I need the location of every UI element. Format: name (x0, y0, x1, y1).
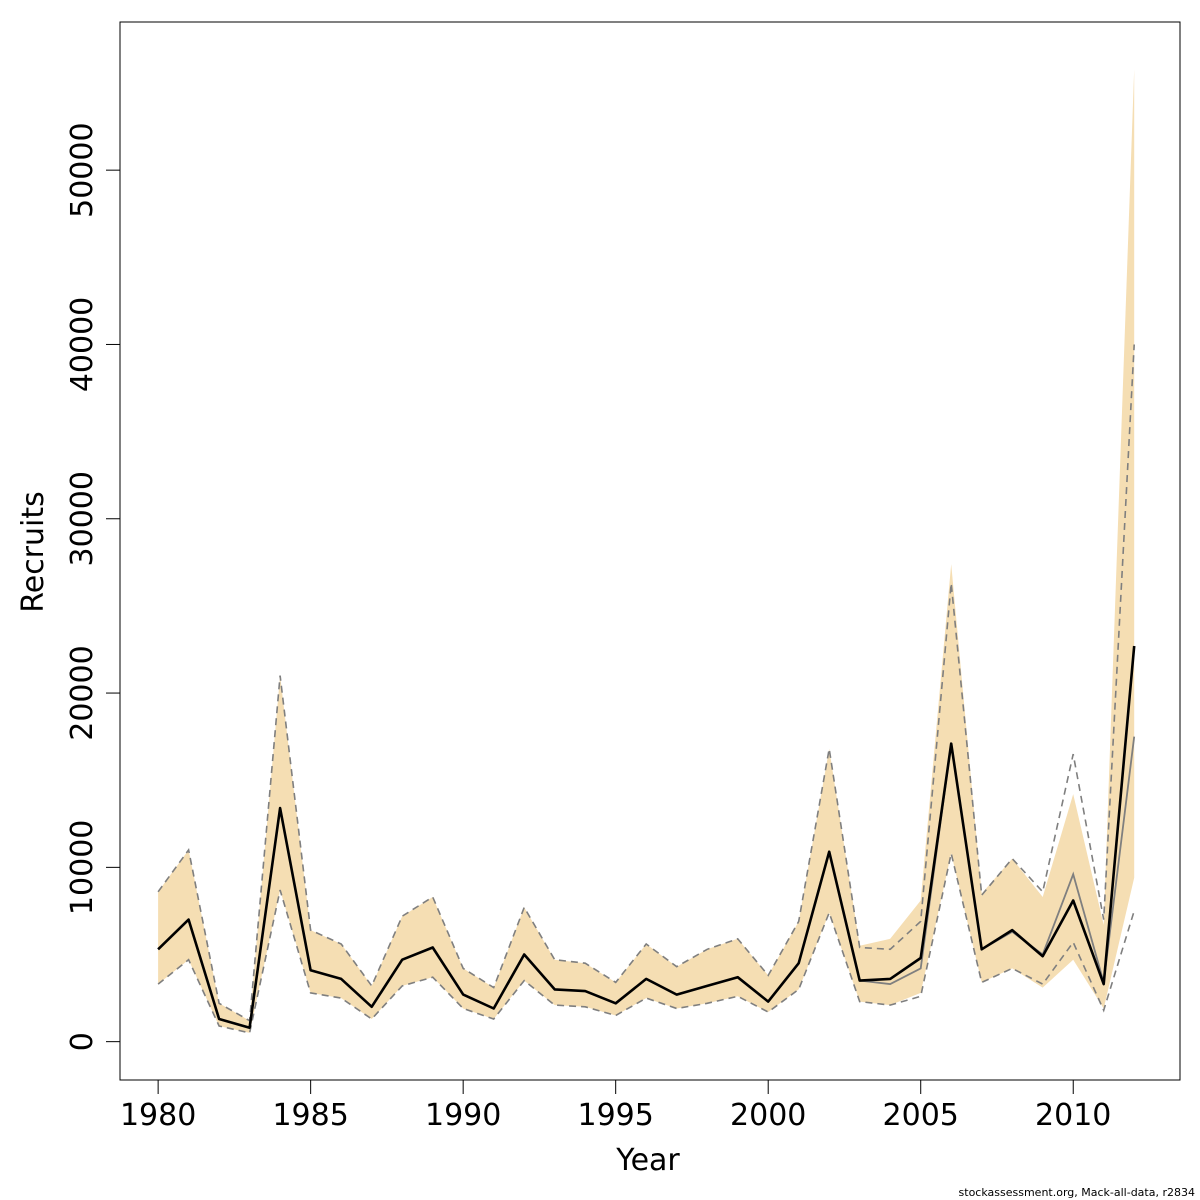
confidence-band (158, 69, 1135, 1033)
x-tick-label: 1995 (578, 1098, 654, 1133)
y-tick-label: 0 (65, 1032, 100, 1051)
y-tick-label: 20000 (65, 645, 100, 740)
y-tick-label: 10000 (65, 820, 100, 915)
plot-area (157, 69, 1136, 1034)
x-tick-label: 2000 (730, 1098, 806, 1133)
x-tick-label: 1980 (120, 1098, 196, 1133)
y-axis-title: Recruits (16, 491, 51, 613)
x-tick-label: 1990 (425, 1098, 501, 1133)
y-tick-label: 40000 (65, 297, 100, 392)
axes: 1980 1985 1990 1995 2000 2005 2010 0 10000 20000 3… (65, 21, 1181, 1133)
y-tick-label: 30000 (65, 471, 100, 566)
alt-ci-lower-line (157, 853, 1135, 1034)
estimate-line (157, 645, 1136, 1029)
x-axis-title: Year (615, 1143, 680, 1178)
y-tick-label: 50000 (65, 122, 100, 217)
footer-note: stockassessment.org, Mack-all-data, r283… (959, 1186, 1195, 1199)
x-tick-label: 2005 (883, 1098, 959, 1133)
x-tick-label: 2010 (1035, 1098, 1111, 1133)
alt-ci-upper-line (157, 344, 1135, 1023)
x-tick-label: 1985 (272, 1098, 348, 1133)
